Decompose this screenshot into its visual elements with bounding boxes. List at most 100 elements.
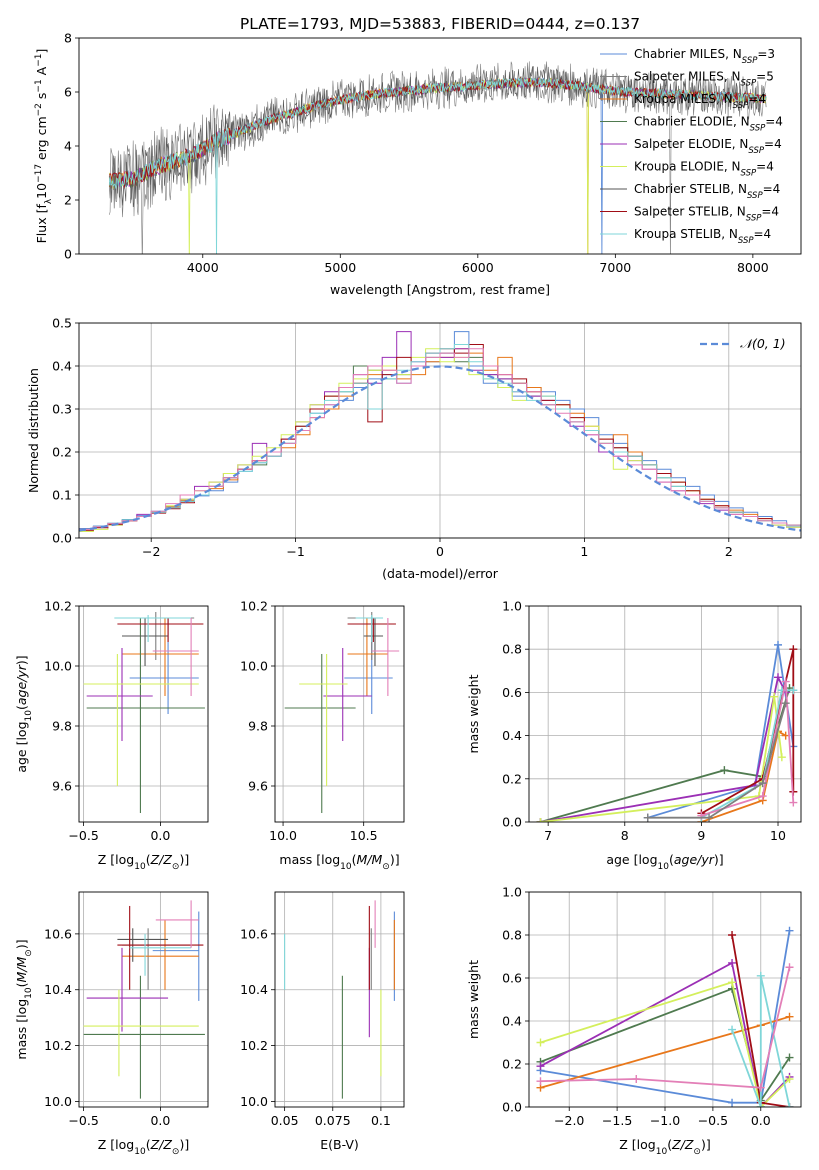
errorbar-point	[83, 975, 205, 1099]
weight-marker	[758, 792, 767, 801]
x-tick-label: 8	[621, 828, 629, 843]
y-axis-label: Normed distribution	[26, 368, 41, 493]
y-tick-label: 9.6	[248, 779, 268, 794]
plot-area	[529, 606, 801, 822]
panel-spectrum: 4000 5000 6000 7000 8000 0 2 4 6 8 Chabrier MILES,…	[34, 31, 802, 297]
panel-weight-vs-age: 7 8 9 10 0.0 0.2 0.4 0.6 0.8 1.0 age [log10(age/yr…	[466, 599, 802, 872]
x-tick-label: −1	[286, 544, 304, 559]
legend-entry: Salpeter MILES, NSSP=5	[634, 70, 774, 89]
errorbar-point	[371, 618, 400, 696]
weight-line	[540, 967, 791, 1089]
panel-mass-vs-Z: −0.5 0.0 10.0 10.2 10.4 10.6 Z [log10(Z/Z⊙)] ma…	[14, 891, 209, 1157]
legend-entry: 𝒩(0, 1)	[740, 336, 786, 351]
weight-marker	[536, 1077, 545, 1086]
errorbar-point	[122, 618, 199, 696]
weight-marker	[728, 1098, 737, 1107]
errorbar-point	[122, 919, 199, 990]
plot-area	[275, 606, 404, 822]
x-axis-label: Z [log10(Z/Z⊙)]	[98, 852, 189, 872]
errorbar-point	[155, 900, 199, 948]
errorbar-point	[122, 618, 169, 666]
x-tick-label: 0.1	[371, 1113, 391, 1128]
weight-marker	[781, 699, 790, 708]
weight-marker	[720, 766, 729, 775]
legend-entry: Chabrier STELIB, NSSP=4	[634, 182, 780, 201]
plot-area	[79, 606, 208, 822]
y-tick-label: 10.2	[240, 599, 268, 614]
histogram-step	[79, 348, 801, 530]
errorbar-point	[284, 654, 356, 813]
y-tick-label: 9.8	[52, 719, 72, 734]
x-tick-label: −0.5	[698, 1113, 728, 1128]
x-tick-label: 1	[580, 544, 588, 559]
weight-marker	[789, 645, 798, 654]
weight-marker	[536, 1062, 545, 1071]
weight-marker	[756, 1103, 765, 1107]
legend-entry: Chabrier MILES, NSSP=3	[634, 47, 775, 66]
weight-line	[700, 648, 795, 815]
weight-marker	[781, 677, 790, 686]
panel-mass-vs-EBV: 0.05 0.075 0.1 10.0 10.2 10.4 10.6 E(B-V)	[240, 891, 405, 1152]
y-tick-label: 0.8	[502, 642, 522, 657]
y-tick-label: 1.0	[502, 885, 522, 900]
weight-marker	[536, 818, 545, 822]
weight-line	[700, 689, 794, 819]
axes-frame	[528, 891, 802, 1108]
errorbar-point	[152, 618, 199, 696]
weight-marker	[785, 1012, 794, 1021]
x-tick-label: 9	[697, 828, 705, 843]
weight-marker	[774, 640, 783, 649]
errorbar-point	[114, 615, 192, 642]
weight-marker	[777, 753, 786, 762]
errorbar-point	[83, 989, 199, 1077]
y-tick-label: 0.5	[52, 316, 72, 331]
y-tick-label: 1.0	[502, 599, 522, 614]
y-tick-label: 10.0	[44, 1094, 72, 1109]
y-tick-label: 10.2	[240, 1038, 268, 1053]
x-tick-label: 0	[436, 544, 444, 559]
y-tick-label: 0.0	[502, 1100, 522, 1115]
y-tick-label: 0.0	[52, 531, 72, 546]
x-tick-label: 7000	[599, 260, 631, 275]
x-tick-label: −1.0	[650, 1113, 680, 1128]
errorbar-point	[83, 654, 199, 786]
y-tick-label: 10.4	[240, 982, 268, 997]
errorbar-point	[323, 648, 372, 741]
errorbar-point	[299, 654, 348, 786]
x-tick-label: 7	[544, 828, 552, 843]
figure-title: PLATE=1793, MJD=53883, FIBERID=0444, z=0…	[240, 15, 640, 33]
y-tick-label: 10.0	[240, 659, 268, 674]
y-tick-label: 0.1	[52, 488, 72, 503]
plot-area	[79, 323, 801, 538]
weight-line	[540, 696, 783, 822]
plot-area	[529, 892, 801, 1107]
x-axis-label: wavelength [Angstrom, rest frame]	[330, 282, 550, 297]
gaussian-curve	[79, 365, 801, 532]
axes-frame	[274, 891, 405, 1108]
axes-frame	[78, 605, 209, 823]
x-tick-label: 5000	[324, 260, 356, 275]
x-tick-label: −0.5	[68, 828, 98, 843]
weight-marker	[536, 1038, 545, 1047]
errorbar-point	[347, 618, 388, 696]
weight-line	[731, 975, 791, 1107]
weight-marker	[728, 1025, 737, 1034]
weight-line	[540, 981, 791, 1107]
legend-entry: Kroupa STELIB, NSSP=4	[634, 227, 771, 246]
x-tick-label: 0.05	[271, 1113, 299, 1128]
y-tick-label: 10.6	[44, 926, 72, 941]
legend-entry: Kroupa MILES, NSSP=4	[634, 92, 766, 111]
y-tick-label: 4	[64, 139, 72, 154]
weight-line	[540, 930, 791, 1104]
x-tick-label: 2	[725, 544, 733, 559]
weight-marker	[785, 1053, 794, 1062]
y-axis-label: mass [log10(M/M⊙)]	[14, 939, 34, 1059]
weight-marker	[774, 673, 783, 682]
y-tick-label: 0.4	[52, 359, 72, 374]
y-axis-label: age [log10(age/yr)]	[14, 655, 34, 772]
weight-line	[701, 681, 795, 817]
x-tick-label: 10.5	[350, 828, 378, 843]
weight-marker	[785, 1103, 794, 1107]
y-tick-label: 0.4	[502, 1014, 522, 1029]
plot-area	[275, 892, 404, 1107]
